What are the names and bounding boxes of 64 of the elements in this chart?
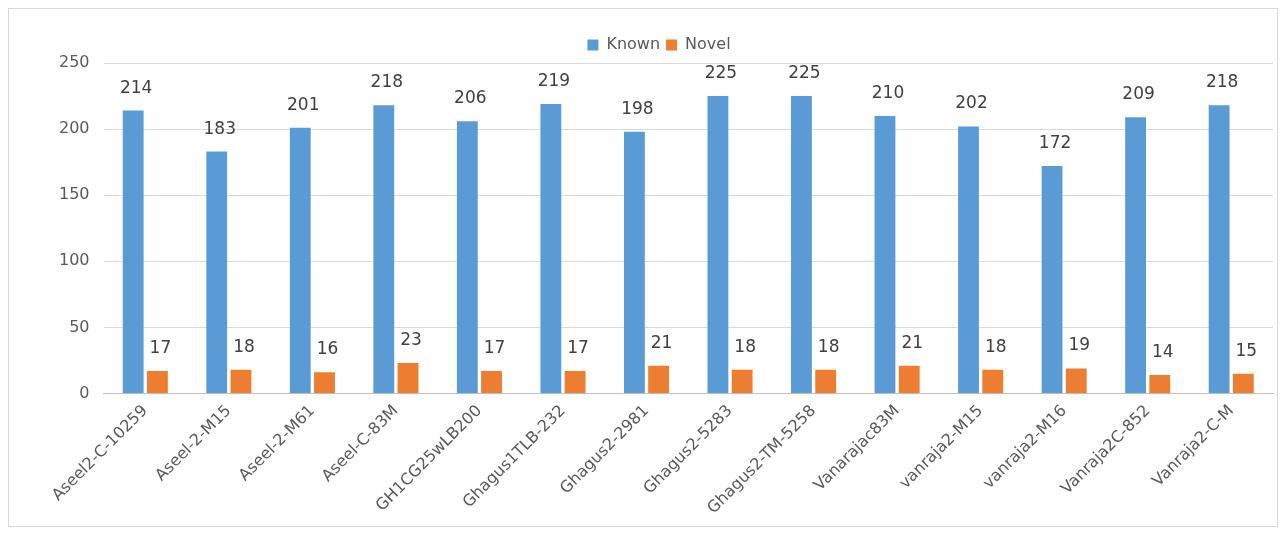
bar — [230, 369, 252, 394]
bar — [898, 365, 920, 394]
y-tick-label: 50 — [69, 316, 90, 336]
data-label: 206 — [454, 87, 487, 108]
data-label: 17 — [149, 336, 172, 357]
data-label: 225 — [704, 61, 738, 82]
data-label: 183 — [203, 117, 236, 138]
bar — [397, 363, 419, 394]
data-label: 209 — [1122, 83, 1155, 104]
bar — [1065, 368, 1087, 394]
bar — [1208, 105, 1230, 394]
data-label: 198 — [621, 97, 654, 118]
data-label: 172 — [1038, 132, 1072, 153]
data-label: 201 — [287, 93, 320, 114]
data-label: 225 — [788, 61, 821, 82]
bar — [1125, 117, 1147, 394]
data-label: 16 — [316, 338, 339, 359]
y-tick-label: 250 — [58, 52, 90, 72]
bar — [564, 371, 586, 394]
bar — [791, 96, 812, 394]
bar — [958, 126, 979, 394]
data-label: 214 — [119, 76, 153, 97]
legend-label: Novel — [685, 34, 731, 54]
bar — [707, 96, 729, 394]
bar — [206, 151, 228, 394]
bar — [731, 369, 753, 394]
bar — [373, 105, 395, 394]
data-label: 219 — [537, 69, 571, 90]
data-label: 18 — [984, 335, 1007, 356]
data-label: 18 — [734, 335, 756, 356]
bar — [982, 369, 1004, 394]
bar — [1041, 166, 1063, 394]
data-label: 18 — [817, 335, 840, 356]
y-tick-label: 150 — [58, 184, 90, 204]
bar — [1232, 373, 1254, 394]
data-label: 17 — [483, 336, 506, 357]
data-label: 218 — [1205, 71, 1239, 92]
data-label: 21 — [650, 331, 673, 352]
bar — [147, 371, 168, 394]
bar — [815, 369, 837, 394]
data-label: 202 — [955, 92, 988, 113]
bar — [122, 110, 144, 394]
bar — [456, 121, 478, 394]
data-label: 218 — [370, 71, 404, 92]
y-tick-label: 200 — [58, 118, 90, 138]
data-label: 21 — [901, 331, 924, 352]
bar — [540, 103, 562, 394]
y-tick-label: 100 — [58, 250, 90, 270]
bar — [314, 372, 335, 394]
y-tick-label: 0 — [79, 382, 90, 402]
data-label: 14 — [1151, 340, 1174, 361]
data-label: 17 — [567, 336, 589, 357]
data-label: 210 — [871, 81, 905, 102]
data-label: 18 — [233, 335, 255, 356]
data-label: 19 — [1068, 334, 1091, 355]
bar — [874, 115, 896, 394]
bar — [623, 131, 645, 394]
bar — [481, 371, 502, 394]
bar — [289, 127, 311, 394]
data-label: 15 — [1235, 339, 1258, 360]
data-label: 23 — [400, 329, 422, 350]
bar — [648, 365, 670, 394]
bar — [1149, 375, 1171, 394]
legend-label: Known — [606, 34, 661, 54]
